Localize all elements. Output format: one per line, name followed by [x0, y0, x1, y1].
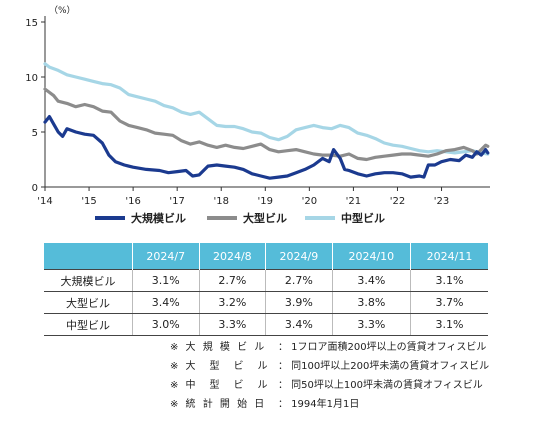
- column-header: 2024/8: [198, 243, 266, 270]
- table-cell: 3.1%: [409, 269, 488, 292]
- cell-value: 3.9: [284, 296, 303, 309]
- x-tick-label: '21: [346, 196, 361, 207]
- x-tick-label: '19: [258, 196, 273, 207]
- vacancy-rate-table: 2024/7 2024/8 2024/9 2024/10 2024/11 大規模…: [44, 243, 488, 336]
- percent-sign: %: [453, 296, 464, 309]
- percent-sign: %: [169, 318, 180, 331]
- percent-sign: %: [302, 296, 313, 309]
- footnote-text: ： 同50坪以上100坪未満の賃貸オフィスビル: [278, 380, 483, 391]
- table-cell: 3.2%: [198, 291, 266, 314]
- cell-value: 3.4: [284, 318, 303, 331]
- percent-sign: %: [302, 274, 313, 287]
- table-cell: 3.1%: [132, 269, 200, 292]
- footnote-label: ※ 大 規 模 ビ ル: [170, 342, 267, 353]
- table-cell: 3.0%: [132, 313, 200, 336]
- y-tick-label: 5: [32, 128, 38, 139]
- footnote-label: ※ 大 型 ビ ル: [170, 361, 270, 372]
- cell-value: 3.3: [218, 318, 236, 331]
- table-cell: 3.1%: [409, 313, 488, 336]
- percent-sign: %: [235, 318, 247, 331]
- cell-value: 3.4: [357, 274, 375, 287]
- table-row: 大型ビル 3.4% 3.2% 3.9% 3.8% 3.7%: [44, 291, 488, 314]
- table-corner-cell: [44, 243, 133, 270]
- table-cell: 3.3%: [198, 313, 266, 336]
- percent-sign: %: [302, 318, 313, 331]
- row-label: 大型ビル: [44, 291, 133, 314]
- cell-value: 2.7: [284, 274, 303, 287]
- table-row: 大規模ビル 3.1% 2.7% 2.7% 3.4% 3.1%: [44, 269, 488, 292]
- footnote-text: ： 同100坪以上200坪未満の賃貸オフィスビル: [278, 361, 490, 372]
- x-tick-label: '16: [125, 196, 140, 207]
- percent-sign: %: [235, 274, 247, 287]
- series-line: [43, 87, 490, 162]
- percent-sign: %: [374, 274, 386, 287]
- series-line: [43, 115, 490, 180]
- footnote: ※ 大 型 ビ ル ： 同100坪以上200坪未満の賃貸オフィスビル: [170, 357, 489, 376]
- table-cell: 3.7%: [409, 291, 488, 314]
- legend-label: 中型ビル: [341, 211, 385, 225]
- percent-sign: %: [374, 296, 386, 309]
- table-cell: 3.4%: [132, 291, 200, 314]
- cell-value: 3.0: [151, 318, 170, 331]
- table-row: 中型ビル 3.0% 3.3% 3.4% 3.3% 3.1%: [44, 313, 488, 336]
- x-tick-label: '18: [213, 196, 228, 207]
- legend-label: 大規模ビル: [131, 211, 186, 225]
- y-axis-unit-label: （%）: [49, 5, 76, 16]
- footnote-text: ： 1フロア面積200坪以上の賃貸オフィスビル: [278, 342, 487, 353]
- chart-legend: 大規模ビル 大型ビル 中型ビル: [95, 211, 385, 225]
- percent-sign: %: [374, 318, 386, 331]
- percent-sign: %: [453, 318, 464, 331]
- cell-value: 3.1: [435, 274, 454, 287]
- table-cell: 2.7%: [265, 269, 333, 292]
- row-label: 中型ビル: [44, 313, 133, 336]
- cell-value: 3.3: [357, 318, 375, 331]
- series-line: [43, 62, 490, 156]
- table-cell: 3.9%: [265, 291, 333, 314]
- x-tick-label: '22: [390, 196, 405, 207]
- table-cell: 3.4%: [265, 313, 333, 336]
- footnote-label: ※ 統 計 開 始 日: [170, 399, 267, 410]
- x-tick-label: '15: [81, 196, 96, 207]
- x-tick-label: '23: [434, 196, 449, 207]
- y-tick-label: 0: [32, 183, 38, 194]
- footnote: ※ 統 計 開 始 日 ： 1994年1月1日: [170, 395, 489, 414]
- cell-value: 3.1: [435, 318, 454, 331]
- percent-sign: %: [235, 296, 247, 309]
- table-cell: 3.3%: [331, 313, 411, 336]
- x-tick-label: '14: [37, 196, 52, 207]
- footnote-label: ※ 中 型 ビ ル: [170, 380, 270, 391]
- footnotes: ※ 大 規 模 ビ ル ： 1フロア面積200坪以上の賃貸オフィスビル ※ 大 型…: [170, 338, 489, 414]
- percent-sign: %: [169, 296, 180, 309]
- x-tick-label: '17: [169, 196, 184, 207]
- cell-value: 3.8: [357, 296, 375, 309]
- cell-value: 3.2: [218, 296, 236, 309]
- table-header-row: 2024/7 2024/8 2024/9 2024/10 2024/11: [44, 243, 488, 270]
- percent-sign: %: [453, 274, 464, 287]
- column-header: 2024/10: [331, 243, 411, 270]
- cell-value: 3.7: [435, 296, 454, 309]
- table-cell: 3.8%: [331, 291, 411, 314]
- vacancy-rate-line-chart: （%）051015'14'15'16'17'18'19'20'21'22'23 …: [25, 5, 490, 225]
- column-header: 2024/9: [265, 243, 333, 270]
- footnote: ※ 大 規 模 ビ ル ： 1フロア面積200坪以上の賃貸オフィスビル: [170, 338, 489, 357]
- legend-label: 大型ビル: [243, 211, 287, 225]
- chart-axes: （%） 0 5 10 15 '14 '15 '16 '17 '18 '19 '20 '21 '22 '23: [25, 5, 490, 207]
- row-label: 大規模ビル: [44, 269, 133, 292]
- column-header: 2024/11: [409, 243, 488, 270]
- y-tick-label: 10: [25, 73, 38, 84]
- table-cell: 3.4%: [331, 269, 411, 292]
- column-header: 2024/7: [132, 243, 200, 270]
- table-cell: 2.7%: [198, 269, 266, 292]
- cell-value: 2.7: [218, 274, 236, 287]
- chart-series-lines: [43, 62, 490, 180]
- x-tick-label: '20: [302, 196, 317, 207]
- footnote: ※ 中 型 ビ ル ： 同50坪以上100坪未満の賃貸オフィスビル: [170, 376, 489, 395]
- cell-value: 3.1: [151, 274, 170, 287]
- footnote-text: ： 1994年1月1日: [278, 399, 360, 410]
- y-tick-label: 15: [25, 18, 38, 29]
- percent-sign: %: [169, 274, 180, 287]
- cell-value: 3.4: [151, 296, 170, 309]
